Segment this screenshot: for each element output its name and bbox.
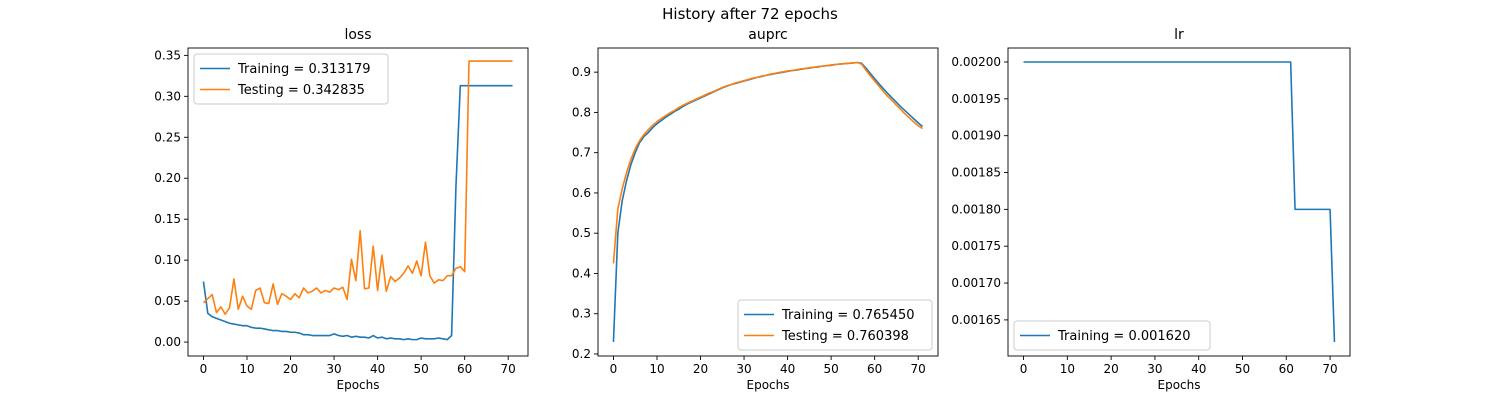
chart-title: lr bbox=[1174, 27, 1184, 43]
y-tick-label: 0.00200 bbox=[951, 55, 1001, 69]
legend: Training = 0.765450 Testing = 0.760398 bbox=[737, 299, 933, 351]
y-tick-label: 0.30 bbox=[154, 89, 181, 103]
x-tick-label: 40 bbox=[780, 362, 795, 376]
chart-panel-lr: 0 10 20 30 40 50 60 70 0.00165 0.00170 0.00175 0.00… bbox=[951, 27, 1351, 392]
legend-label: Testing = 0.760398 bbox=[781, 329, 909, 344]
series-line-loss-0 bbox=[202, 84, 513, 341]
y-tick-label: 0.00 bbox=[154, 335, 181, 349]
y-tick-label: 0.7 bbox=[572, 146, 591, 160]
y-tick-label: 0.5 bbox=[572, 226, 591, 240]
x-tick-label: 70 bbox=[1322, 362, 1337, 376]
legend-box bbox=[1013, 320, 1211, 351]
y-tick-label: 0.20 bbox=[154, 171, 181, 185]
legend-box bbox=[193, 53, 389, 105]
y-tick-label: 0.00195 bbox=[951, 92, 1001, 106]
y-tick-label: 0.4 bbox=[572, 266, 591, 280]
x-tick-label: 60 bbox=[1279, 362, 1294, 376]
x-tick-label: 10 bbox=[1060, 362, 1075, 376]
y-tick-label: 0.6 bbox=[572, 186, 591, 200]
chart-panel-auprc: 0 10 20 30 40 50 60 70 0.2 0.3 0.4 0.5 0.6 0.7 0.8 0.9 a… bbox=[572, 27, 939, 392]
legend-label: Training = 0.765450 bbox=[781, 308, 914, 323]
x-tick-label: 40 bbox=[1191, 362, 1206, 376]
legend-box bbox=[737, 299, 933, 351]
y-tick-label: 0.9 bbox=[572, 65, 591, 79]
x-tick-label: 20 bbox=[283, 362, 298, 376]
legend-label: Training = 0.313179 bbox=[237, 62, 370, 77]
x-tick-label: 50 bbox=[1235, 362, 1250, 376]
series-line-loss-1 bbox=[202, 60, 513, 316]
x-tick-label: 20 bbox=[693, 362, 708, 376]
x-tick-label: 30 bbox=[1147, 362, 1162, 376]
figure-title: History after 72 epochs bbox=[662, 5, 838, 23]
y-tick-label: 0.8 bbox=[572, 105, 591, 119]
y-tick-label: 0.15 bbox=[154, 212, 181, 226]
plot-frame bbox=[1007, 47, 1351, 357]
y-tick-label: 0.00175 bbox=[951, 239, 1001, 253]
chart-panel-loss: 0 10 20 30 40 50 60 70 0.00 0.05 0.10 0.15 0.20 0.25 0… bbox=[154, 27, 529, 392]
y-tick-label: 0.35 bbox=[154, 48, 181, 62]
y-tick-label: 0.3 bbox=[572, 307, 591, 321]
y-tick-label: 0.00165 bbox=[951, 313, 1001, 327]
x-tick-label: 60 bbox=[867, 362, 882, 376]
plot-frame bbox=[187, 47, 529, 357]
y-tick-label: 0.05 bbox=[154, 294, 181, 308]
x-tick-label: 70 bbox=[911, 362, 926, 376]
x-tick-label: 0 bbox=[610, 362, 618, 376]
chart-title: auprc bbox=[748, 27, 787, 43]
y-tick-label: 0.2 bbox=[572, 347, 591, 361]
x-tick-label: 0 bbox=[200, 362, 208, 376]
plot-frame bbox=[597, 47, 939, 357]
y-tick-label: 0.00170 bbox=[951, 276, 1001, 290]
legend: Training = 0.313179 Testing = 0.342835 bbox=[193, 53, 389, 105]
x-tick-label: 10 bbox=[239, 362, 254, 376]
legend: Training = 0.001620 bbox=[1013, 320, 1211, 351]
y-tick-label: 0.00190 bbox=[951, 129, 1001, 143]
chart-title: loss bbox=[344, 27, 371, 43]
x-tick-label: 10 bbox=[649, 362, 664, 376]
y-tick-label: 0.00185 bbox=[951, 166, 1001, 180]
x-tick-label: 70 bbox=[501, 362, 516, 376]
x-axis-label: Epochs bbox=[747, 378, 790, 392]
x-axis-label: Epochs bbox=[1158, 378, 1201, 392]
x-tick-label: 50 bbox=[413, 362, 428, 376]
x-tick-label: 60 bbox=[457, 362, 472, 376]
x-tick-label: 50 bbox=[823, 362, 838, 376]
x-tick-label: 30 bbox=[736, 362, 751, 376]
x-tick-label: 40 bbox=[370, 362, 385, 376]
y-tick-label: 0.10 bbox=[154, 253, 181, 267]
series-line-auprc-1 bbox=[612, 61, 923, 264]
x-tick-label: 0 bbox=[1020, 362, 1028, 376]
x-tick-label: 20 bbox=[1103, 362, 1118, 376]
x-axis-label: Epochs bbox=[337, 378, 380, 392]
y-tick-label: 0.00180 bbox=[951, 202, 1001, 216]
legend-label: Training = 0.001620 bbox=[1057, 329, 1190, 344]
x-tick-label: 30 bbox=[326, 362, 341, 376]
legend-label: Testing = 0.342835 bbox=[237, 83, 365, 98]
y-tick-label: 0.25 bbox=[154, 130, 181, 144]
series-line-lr-0 bbox=[1023, 61, 1336, 343]
